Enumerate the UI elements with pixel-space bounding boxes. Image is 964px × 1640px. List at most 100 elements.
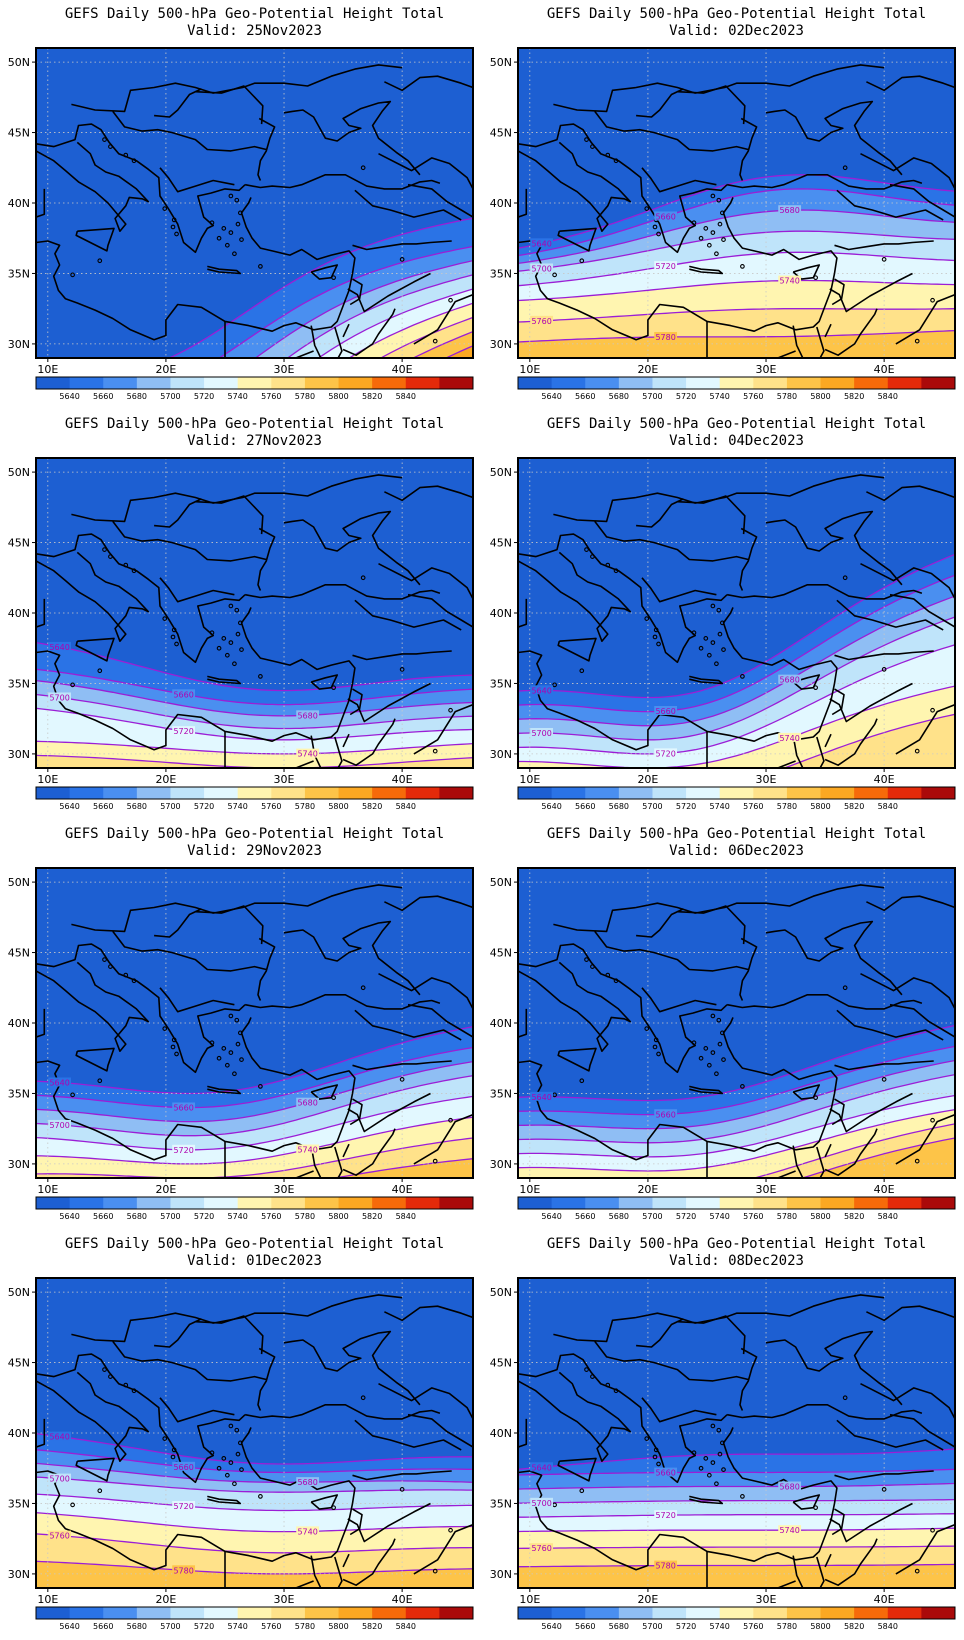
- colorbar-swatch: [204, 377, 239, 389]
- island: [97, 258, 103, 264]
- contour-line: [518, 1108, 955, 1172]
- colorbar-swatch: [652, 377, 687, 389]
- island: [228, 1013, 234, 1019]
- coastline: [159, 577, 235, 603]
- panel-valid-date: Valid: 25Nov2023: [187, 23, 322, 39]
- colorbar-swatch: [405, 1197, 440, 1209]
- lon-label: 20E: [637, 773, 658, 786]
- colorbar-label: 5840: [878, 1622, 898, 1631]
- panel-valid-date: Valid: 01Dec2023: [187, 1253, 322, 1269]
- colorbar-label: 5660: [575, 392, 595, 401]
- coastline: [342, 323, 350, 338]
- contour-label-bg: [172, 1565, 196, 1575]
- coastline: [689, 1085, 724, 1095]
- island: [123, 152, 129, 158]
- coastline: [636, 498, 684, 528]
- contour-line: [518, 644, 955, 755]
- colorbar-label: 5700: [642, 1212, 662, 1221]
- coastline: [310, 1494, 338, 1510]
- colorbar-swatch: [170, 1197, 205, 1209]
- colorbar-label: 5640: [59, 392, 79, 401]
- coastline: [36, 551, 149, 642]
- contour-label: 5720: [655, 262, 675, 271]
- contour-line: [36, 1476, 473, 1493]
- contour-line: [518, 174, 955, 249]
- island: [719, 1440, 725, 1446]
- island: [710, 1423, 716, 1429]
- height-band: [784, 714, 955, 768]
- island: [209, 1450, 215, 1456]
- island: [239, 237, 244, 242]
- island: [579, 1488, 585, 1494]
- colorbar-swatch: [786, 1607, 821, 1619]
- coastline: [677, 905, 746, 945]
- lat-label: 35N: [490, 267, 512, 280]
- colorbar-label: 5780: [777, 802, 797, 811]
- contour-label: 5760: [531, 317, 551, 326]
- lon-label: 10E: [519, 1183, 540, 1196]
- colorbar-label: 5640: [59, 1212, 79, 1221]
- coastline: [726, 994, 923, 1010]
- height-band: [802, 1138, 955, 1178]
- colorbar-swatch: [304, 1197, 339, 1209]
- coastline: [154, 908, 202, 938]
- island: [228, 1050, 234, 1055]
- coastline: [889, 593, 955, 628]
- coastline: [244, 994, 441, 1010]
- coastline: [641, 167, 717, 193]
- island: [228, 230, 234, 235]
- island: [930, 297, 935, 303]
- island: [703, 226, 709, 231]
- lon-label: 20E: [637, 1593, 658, 1606]
- coastline: [378, 1382, 473, 1420]
- colorbar-label: 5760: [743, 1212, 763, 1221]
- colorbar-label: 5760: [743, 392, 763, 401]
- island: [216, 1055, 222, 1061]
- coastline: [777, 760, 796, 768]
- coastline: [836, 599, 944, 631]
- coastline: [518, 961, 631, 1052]
- island: [234, 197, 240, 203]
- contour-line: [518, 1094, 955, 1158]
- contour-line: [36, 1560, 473, 1575]
- contour-label-bg: [778, 205, 802, 215]
- colorbar-swatch: [686, 787, 721, 799]
- island: [590, 964, 595, 969]
- coastline: [889, 1413, 955, 1448]
- coastline: [518, 197, 838, 341]
- coastline: [349, 1508, 363, 1536]
- colorbar-swatch: [103, 787, 138, 799]
- coastline: [36, 943, 246, 1074]
- lat-label: 40N: [490, 1017, 512, 1030]
- contour-label: 5640: [531, 239, 551, 248]
- contour-label-bg: [654, 261, 678, 271]
- colorbar-label: 5840: [396, 1622, 416, 1631]
- colorbar-label: 5740: [710, 392, 730, 401]
- island: [584, 547, 589, 552]
- coastline: [295, 1170, 314, 1178]
- island: [691, 630, 697, 636]
- coastline: [518, 598, 528, 628]
- coastline: [257, 117, 276, 181]
- island: [224, 652, 230, 658]
- colorbar-swatch: [786, 787, 821, 799]
- gefs-panel: GEFS Daily 500-hPa Geo-Potential Height …: [8, 6, 474, 401]
- island: [162, 1026, 168, 1031]
- coastline: [349, 688, 363, 716]
- island: [552, 682, 557, 688]
- lon-label: 30E: [756, 1593, 777, 1606]
- colorbar-label: 5720: [194, 802, 214, 811]
- colorbar-swatch: [271, 1197, 306, 1209]
- coastline: [207, 265, 242, 275]
- island: [123, 972, 129, 978]
- colorbar-swatch: [372, 1197, 407, 1209]
- contour-line: [36, 1046, 473, 1109]
- contour-line: [518, 1045, 955, 1116]
- colorbar-label: 5740: [228, 392, 248, 401]
- colorbar-swatch: [36, 1197, 71, 1209]
- colorbar-swatch: [170, 787, 205, 799]
- contour-label: 5760: [531, 1544, 551, 1553]
- contour-label-bg: [296, 1144, 320, 1154]
- coastline: [347, 1092, 431, 1133]
- island: [237, 1440, 243, 1446]
